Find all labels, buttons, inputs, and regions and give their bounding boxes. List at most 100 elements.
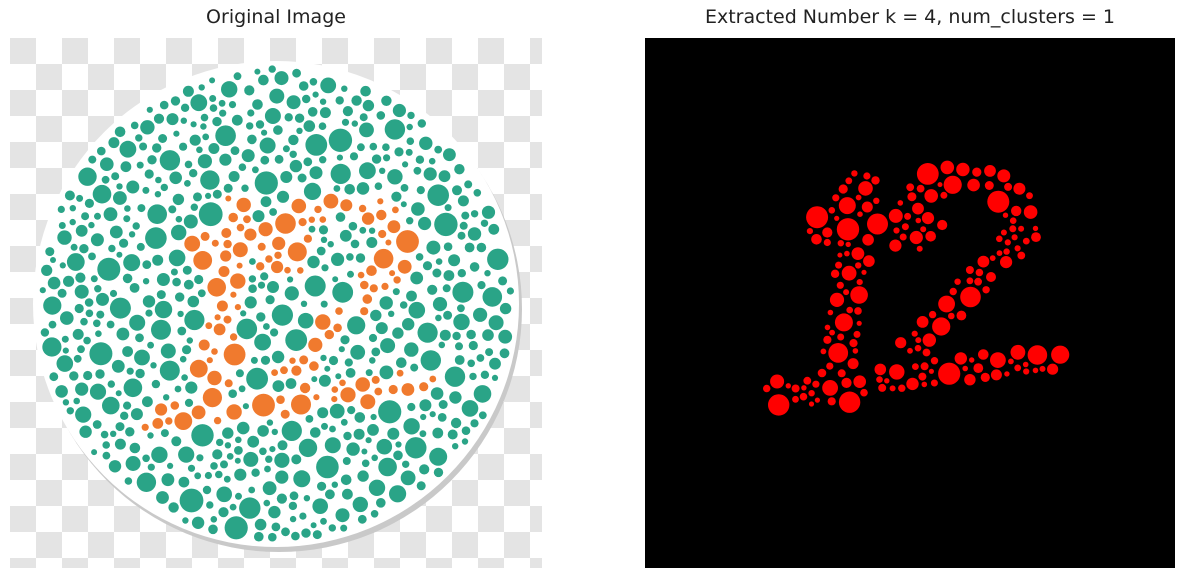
background-dot (122, 346, 133, 357)
extracted-dot (915, 337, 922, 344)
background-dot (95, 330, 102, 338)
extracted-dot (845, 241, 851, 248)
extracted-dot (855, 194, 862, 201)
background-dot (218, 99, 226, 107)
background-dot (427, 284, 438, 295)
digit-dot (377, 198, 384, 205)
background-dot (69, 205, 76, 212)
background-dot (454, 164, 465, 175)
background-dot (194, 274, 204, 285)
background-dot (186, 337, 193, 344)
background-dot (92, 420, 102, 429)
background-dot (393, 450, 403, 461)
background-dot (88, 221, 95, 229)
digit-dot (396, 230, 419, 253)
background-dot (140, 120, 155, 135)
digit-dot (271, 260, 284, 274)
extracted-dot (837, 333, 845, 341)
background-dot (485, 348, 494, 357)
background-dot (272, 380, 285, 392)
extracted-dot (911, 330, 918, 337)
digit-dot (224, 379, 233, 388)
background-dot (215, 470, 223, 479)
background-dot (419, 430, 427, 438)
background-dot (100, 157, 114, 171)
extracted-dot (836, 281, 844, 289)
background-dot (66, 253, 85, 271)
extracted-dot (873, 197, 880, 204)
digit-dot (360, 394, 376, 410)
digit-dot (184, 235, 201, 252)
digit-dot (376, 209, 387, 221)
background-dot (108, 460, 122, 473)
background-dot (335, 96, 344, 105)
extracted-dot (856, 320, 862, 326)
background-dot (136, 161, 144, 169)
background-dot (488, 315, 504, 331)
extracted-dot (940, 160, 955, 175)
background-dot (340, 335, 350, 345)
background-dot (282, 145, 290, 153)
background-dot (84, 198, 94, 208)
background-dot (361, 459, 370, 468)
background-dot (184, 398, 194, 407)
digit-dot (333, 323, 342, 333)
extracted-dot (857, 211, 863, 217)
background-dot (142, 295, 156, 308)
background-dot (40, 328, 50, 337)
extracted-dot (921, 212, 935, 225)
background-dot (316, 246, 326, 256)
extracted-dot (1047, 363, 1059, 375)
background-dot (235, 436, 242, 444)
extracted-dot (884, 378, 890, 384)
background-dot (56, 355, 74, 372)
background-dot (156, 273, 170, 286)
background-dot (410, 363, 419, 372)
extracted-dot (852, 348, 859, 354)
background-dot (123, 378, 143, 398)
background-dot (216, 438, 224, 447)
background-dot (387, 427, 400, 440)
background-dot (351, 95, 362, 106)
background-dot (296, 127, 303, 134)
digit-dot (218, 266, 230, 277)
background-dot (102, 451, 111, 460)
digit-dot (244, 228, 257, 241)
background-dot (347, 270, 354, 278)
background-dot (159, 360, 180, 381)
extracted-dot (914, 344, 922, 352)
background-dot (434, 212, 458, 237)
extracted-dot (837, 369, 846, 378)
background-dot (160, 343, 176, 359)
background-dot (299, 512, 307, 520)
background-dot (365, 369, 373, 377)
extracted-dot (858, 181, 873, 196)
background-dot (179, 488, 204, 513)
background-dot (92, 184, 112, 204)
extracted-dot (1004, 371, 1010, 377)
digit-dot (313, 394, 320, 401)
background-dot (120, 161, 132, 173)
background-dot (130, 408, 143, 421)
extracted-dot (851, 247, 865, 260)
background-dot (312, 91, 319, 98)
background-dot (419, 136, 433, 150)
extracted-dot (843, 289, 850, 296)
extracted-dot (1031, 232, 1041, 243)
background-dot (478, 411, 487, 420)
extracted-image (645, 38, 1175, 568)
background-dot (170, 268, 178, 276)
background-dot (357, 470, 369, 482)
digit-dot (308, 337, 323, 352)
extracted-dot (856, 279, 863, 286)
background-dot (223, 183, 233, 193)
background-dot (443, 310, 453, 320)
background-dot (196, 146, 203, 154)
extracted-dot (1009, 217, 1017, 224)
background-dot (147, 341, 155, 349)
background-dot (260, 355, 271, 365)
background-dot (73, 354, 82, 363)
background-dot (57, 205, 65, 213)
extracted-dot (849, 339, 858, 348)
background-dot (209, 77, 216, 84)
